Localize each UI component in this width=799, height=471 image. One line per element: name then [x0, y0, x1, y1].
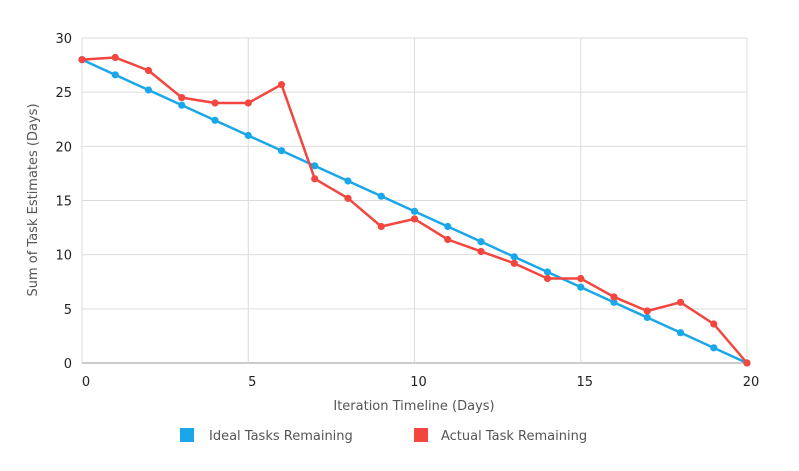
data-point-ideal — [311, 162, 319, 170]
legend-swatch-ideal — [180, 428, 194, 442]
x-tick-label: 0 — [82, 375, 90, 390]
data-point-actual — [311, 175, 319, 183]
data-point-actual — [78, 56, 86, 64]
data-point-ideal — [676, 329, 685, 337]
data-point-ideal — [477, 238, 485, 246]
y-tick-label: 15 — [55, 195, 72, 210]
y-tick-label: 20 — [55, 140, 72, 155]
data-point-ideal — [277, 147, 286, 155]
x-tick-label: 10 — [410, 375, 427, 390]
data-point-ideal — [610, 298, 618, 306]
data-point-actual — [477, 247, 485, 256]
data-point-actual — [277, 80, 286, 89]
data-point-ideal — [178, 101, 186, 109]
data-point-ideal — [111, 71, 119, 79]
data-point-ideal — [444, 222, 452, 231]
data-point-actual — [178, 93, 186, 102]
data-point-actual — [410, 215, 419, 223]
data-point-actual — [344, 194, 352, 202]
data-point-actual — [543, 274, 552, 283]
data-point-actual — [211, 99, 219, 107]
data-point-actual — [577, 274, 585, 283]
data-point-ideal — [410, 207, 419, 215]
data-point-ideal — [377, 192, 385, 200]
data-point-ideal — [510, 253, 518, 261]
data-point-ideal — [710, 344, 718, 352]
data-point-ideal — [144, 86, 153, 94]
y-tick-label: 30 — [55, 32, 72, 47]
series-layer — [78, 53, 751, 367]
label-layer: Sum of Task Estimates (Days) Iteration T… — [26, 103, 495, 414]
y-tick-label: 0 — [64, 357, 72, 372]
data-point-actual — [710, 320, 718, 328]
data-point-actual — [144, 66, 153, 75]
data-point-actual — [743, 359, 751, 367]
data-point-ideal — [543, 268, 552, 276]
x-tick-label: 20 — [743, 375, 760, 390]
y-tick-label: 5 — [64, 303, 72, 318]
axis-layer: 0 5 10 15 20 25 30 0 5 10 15 20 — [55, 32, 759, 390]
grid-layer — [81, 37, 748, 364]
legend-label-actual: Actual Task Remaining — [441, 429, 587, 444]
data-point-ideal — [344, 177, 352, 185]
x-axis-title: Iteration Timeline (Days) — [333, 399, 494, 414]
data-point-actual — [643, 307, 651, 315]
y-tick-label: 10 — [55, 249, 72, 264]
legend: Ideal Tasks Remaining Actual Task Remain… — [180, 428, 587, 444]
legend-swatch-actual — [414, 428, 428, 442]
data-point-actual — [610, 293, 618, 301]
data-point-actual — [111, 53, 119, 62]
data-point-actual — [377, 222, 385, 231]
x-tick-label: 5 — [248, 375, 256, 390]
y-axis-title: Sum of Task Estimates (Days) — [26, 103, 41, 296]
y-tick-label: 25 — [55, 86, 72, 101]
data-point-ideal — [577, 283, 585, 291]
data-point-actual — [444, 235, 452, 244]
data-point-ideal — [643, 313, 651, 322]
data-point-ideal — [244, 131, 252, 140]
data-point-ideal — [211, 116, 219, 124]
x-tick-label: 15 — [576, 375, 593, 390]
data-point-actual — [510, 259, 518, 267]
data-point-actual — [676, 298, 685, 306]
legend-label-ideal: Ideal Tasks Remaining — [209, 429, 353, 444]
data-point-actual — [244, 99, 252, 107]
